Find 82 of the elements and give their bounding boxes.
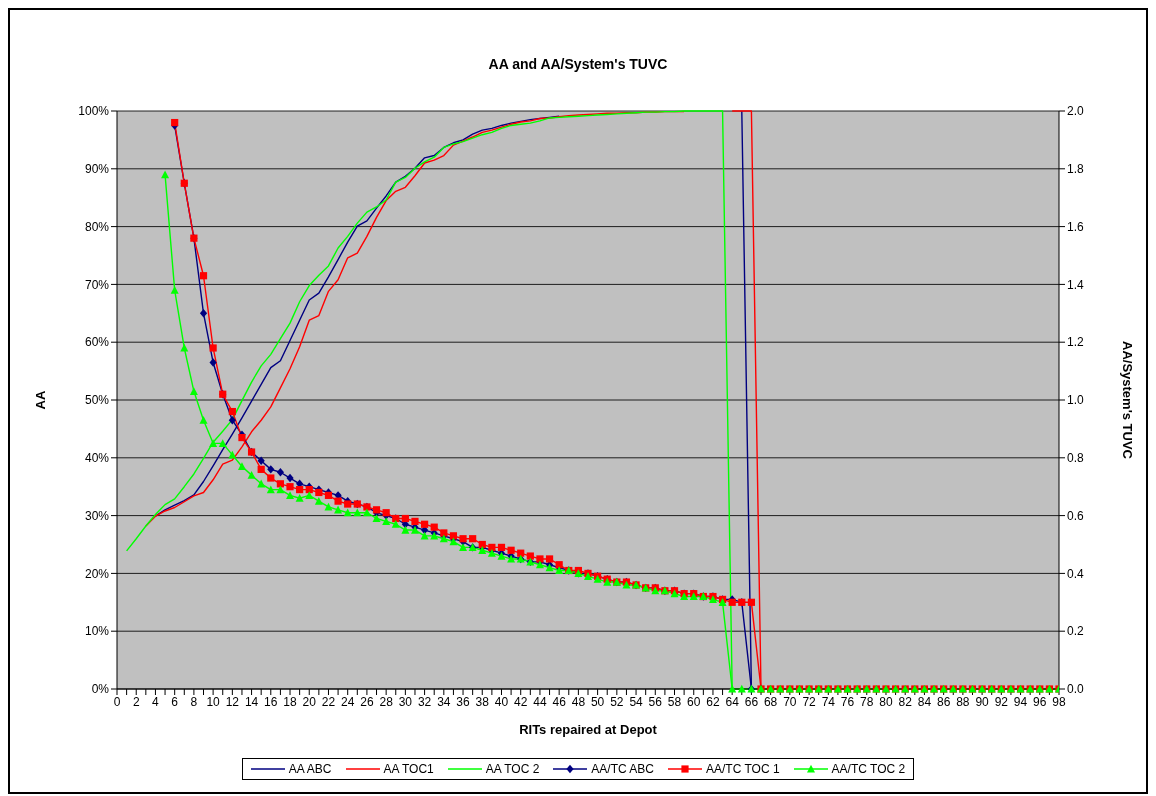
x-tick-label: 34 — [437, 694, 451, 709]
x-tick-label: 94 — [1013, 694, 1028, 709]
y-tick-label: 20% — [84, 566, 110, 581]
y-tick-label: 90% — [84, 162, 110, 177]
x-axis-title: RITs repaired at Depot — [518, 722, 658, 737]
x-tick-label: 68 — [763, 694, 778, 709]
x-tick-label: 40 — [494, 694, 509, 709]
x-tick-label: 88 — [956, 694, 970, 709]
x-tick-label: 14 — [244, 694, 259, 709]
x-tick-label: 6 — [171, 694, 179, 709]
x-tick-label: 66 — [744, 694, 759, 709]
y2-tick-label: 0.8 — [1067, 451, 1085, 466]
x-tick-label: 24 — [341, 694, 355, 709]
x-tick-label: 4 — [152, 694, 160, 709]
x-tick-label: 42 — [514, 694, 528, 709]
x-tick-label: 92 — [994, 694, 1009, 709]
x-tick-label: 86 — [936, 694, 951, 709]
chart-title: AA and AA/System's TUVC — [487, 56, 669, 72]
x-tick-label: 46 — [552, 694, 567, 709]
y2-tick-label: 0.2 — [1067, 624, 1085, 639]
x-tick-label: 10 — [206, 694, 221, 709]
x-tick-label: 32 — [417, 694, 432, 709]
y2-tick-label: 1.0 — [1067, 393, 1085, 408]
x-tick-label: 56 — [648, 694, 663, 709]
legend-label: AA/TC ABC — [591, 762, 655, 776]
x-tick-label: 74 — [821, 694, 836, 709]
x-tick-label: 82 — [898, 694, 913, 709]
x-tick-label: 36 — [456, 694, 471, 709]
y2-tick-label: 1.4 — [1067, 277, 1085, 292]
legend-label: AA/TC TOC 2 — [831, 762, 906, 776]
x-tick-label: 64 — [725, 694, 740, 709]
y-tick-label: 0% — [91, 682, 110, 697]
x-tick-label: 12 — [225, 694, 240, 709]
legend-label: AA TOC1 — [383, 762, 434, 776]
x-tick-label: 54 — [629, 694, 644, 709]
x-tick-label: 70 — [783, 694, 797, 709]
x-tick-label: 28 — [379, 694, 394, 709]
y-tick-label: 60% — [84, 335, 110, 350]
y-tick-label: 50% — [84, 393, 110, 408]
legend-label: AA TOC 2 — [485, 762, 540, 776]
x-tick-label: 80 — [879, 694, 893, 709]
y2-axis-title: AA/System's TUVC — [1119, 341, 1135, 459]
x-tick-label: 84 — [917, 694, 932, 709]
x-tick-label: 50 — [590, 694, 605, 709]
x-tick-label: 38 — [475, 694, 490, 709]
x-tick-label: 22 — [321, 694, 336, 709]
x-tick-label: 76 — [840, 694, 855, 709]
x-tick-label: 16 — [264, 694, 278, 709]
x-tick-label: 8 — [190, 694, 198, 709]
x-tick-label: 44 — [533, 694, 547, 709]
y-tick-label: 100% — [78, 104, 110, 119]
x-tick-label: 72 — [802, 694, 817, 709]
x-tick-label: 0 — [113, 694, 121, 709]
x-tick-label: 98 — [1052, 694, 1066, 709]
y-axis-title: AA — [32, 390, 48, 410]
x-tick-label: 26 — [360, 694, 374, 709]
y-tick-label: 10% — [84, 624, 110, 639]
y-tick-label: 80% — [84, 219, 110, 234]
x-tick-label: 52 — [610, 694, 624, 709]
y2-tick-label: 0.0 — [1067, 682, 1085, 697]
y2-tick-label: 1.2 — [1067, 335, 1085, 350]
x-tick-label: 62 — [706, 694, 720, 709]
y2-tick-label: 2.0 — [1067, 104, 1085, 119]
y2-tick-label: 1.8 — [1067, 162, 1085, 177]
y-tick-label: 30% — [84, 508, 110, 523]
y2-tick-label: 0.6 — [1067, 508, 1085, 523]
x-tick-label: 96 — [1033, 694, 1047, 709]
x-tick-label: 90 — [975, 694, 990, 709]
x-tick-label: 2 — [132, 694, 140, 709]
x-tick-label: 78 — [860, 694, 874, 709]
legend-label: AA ABC — [288, 762, 332, 776]
x-tick-label: 30 — [398, 694, 413, 709]
x-tick-label: 48 — [571, 694, 586, 709]
x-tick-label: 58 — [667, 694, 682, 709]
y2-tick-label: 1.6 — [1067, 219, 1085, 234]
y2-tick-label: 0.4 — [1067, 566, 1085, 581]
x-tick-label: 20 — [302, 694, 317, 709]
y-tick-label: 70% — [84, 277, 110, 292]
y-tick-label: 40% — [84, 451, 110, 466]
legend-label: AA/TC TOC 1 — [706, 762, 780, 776]
x-tick-label: 60 — [687, 694, 701, 709]
x-tick-label: 18 — [283, 694, 298, 709]
